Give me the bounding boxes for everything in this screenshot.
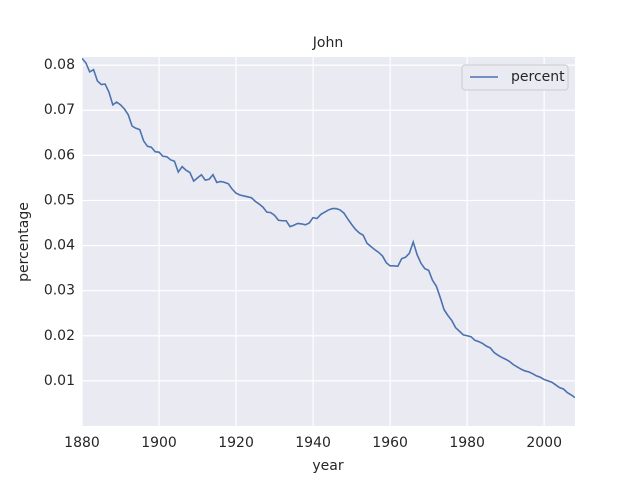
x-tick-label: 2000 [526,435,562,451]
x-tick-label: 1940 [295,435,331,451]
y-tick-label: 0.02 [44,328,75,344]
y-tick-label: 0.03 [44,283,75,299]
y-axis-label: percentage [16,202,32,282]
plot-area [82,57,575,426]
x-tick-label: 1900 [141,435,177,451]
x-tick-label: 1920 [218,435,254,451]
x-tick-label: 1980 [449,435,485,451]
x-axis-label: year [312,458,343,474]
y-tick-label: 0.04 [44,238,75,254]
x-tick-label: 1880 [64,435,100,451]
chart-title: John [312,35,343,51]
x-tick-label: 1960 [372,435,408,451]
y-tick-label: 0.08 [44,57,75,73]
data-line [82,57,575,399]
y-tick-label: 0.07 [44,102,75,118]
legend-label: percent [511,69,565,85]
y-tick-label: 0.06 [44,147,75,163]
y-tick-label: 0.01 [44,373,75,389]
y-tick-label: 0.05 [44,192,75,208]
legend-box [461,64,569,91]
